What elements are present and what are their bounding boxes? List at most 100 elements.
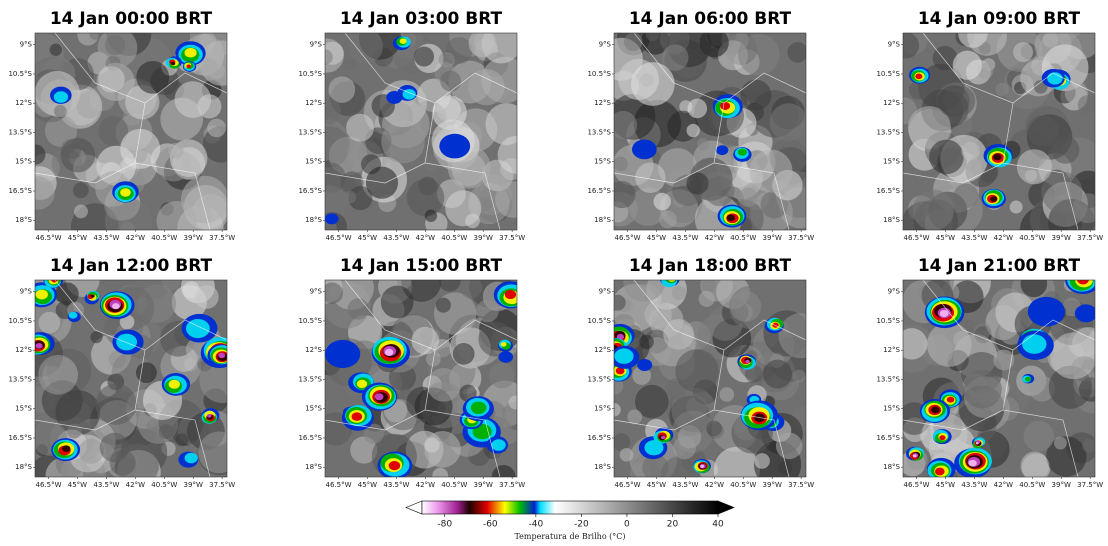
lon-tick-label: 39°W	[474, 234, 493, 242]
cloud	[614, 156, 628, 172]
lat-tick-label: 15°S	[305, 405, 322, 413]
storm	[171, 61, 176, 66]
storm	[946, 396, 955, 403]
lon-tick-label: 42°W	[416, 234, 435, 242]
storm	[968, 459, 977, 467]
storm	[325, 339, 361, 369]
map-frame	[902, 32, 1096, 231]
cloud	[995, 82, 1009, 97]
cloud	[90, 331, 103, 344]
map-frame	[902, 279, 1096, 478]
cloud	[675, 349, 719, 393]
cloud	[1072, 193, 1095, 224]
storm	[939, 310, 949, 318]
cloud	[207, 118, 226, 138]
lat-tick-label: 12°S	[883, 99, 900, 107]
lon-tick-label: 45°W	[358, 481, 377, 489]
lon-tick-label: 42°W	[705, 234, 724, 242]
colorbar	[421, 500, 719, 515]
cloud	[348, 186, 373, 211]
lon-tick-label: 43.5°W	[672, 481, 698, 489]
lon-tick-label: 43.5°W	[961, 234, 987, 242]
cloud	[347, 298, 370, 320]
lon-tick-label: 39°W	[1052, 481, 1071, 489]
cloud	[325, 119, 349, 161]
cloud	[380, 285, 414, 319]
cloud	[701, 280, 717, 293]
cloud	[719, 387, 735, 402]
cloud	[687, 98, 708, 119]
cloud	[119, 314, 135, 330]
storm	[615, 367, 625, 375]
cloud	[1028, 375, 1055, 402]
cloud	[440, 70, 462, 92]
lon-tick-label: 46.5°W	[35, 234, 61, 242]
cloud	[673, 436, 697, 460]
lat-tick-label: 9°S	[888, 41, 901, 49]
storm	[325, 213, 339, 225]
cloud	[635, 162, 666, 193]
storm	[1077, 280, 1089, 285]
cloud	[325, 49, 333, 65]
lon-tick-label: 39°W	[474, 481, 493, 489]
lon-tick-label: 46.5°W	[35, 481, 61, 489]
lat-tick-label: 10.5°S	[298, 317, 322, 325]
lon-tick-label: 43.5°W	[93, 234, 119, 242]
lon-tick-label: 39°W	[184, 234, 203, 242]
cloud	[614, 180, 636, 209]
lon-tick-label: 40.5°W	[151, 234, 177, 242]
cloud	[1082, 438, 1095, 453]
cloud	[175, 433, 189, 447]
storm	[491, 439, 506, 451]
storm	[720, 101, 731, 110]
colorbar-tick-label: 20	[667, 520, 679, 530]
lon-tick-label: 40.5°W	[151, 481, 177, 489]
lat-tick-label: 12°S	[594, 99, 611, 107]
cloud	[962, 369, 1002, 409]
cloud	[49, 43, 62, 56]
cloud	[614, 294, 626, 311]
storm	[975, 442, 979, 445]
lon-tick-label: 45°W	[68, 481, 87, 489]
cloud	[728, 285, 773, 330]
lon-tick-label: 42°W	[416, 481, 435, 489]
colorbar-tick-label: -40	[528, 520, 543, 530]
cloud	[787, 42, 806, 63]
lat-tick-label: 9°S	[599, 288, 612, 296]
cloud	[426, 367, 461, 402]
lat-tick-label: 15°S	[15, 405, 32, 413]
storm	[53, 91, 69, 103]
lat-tick-label: 18°S	[15, 216, 32, 224]
cloud	[1016, 149, 1052, 185]
cloud	[35, 176, 55, 210]
lon-tick-label: 42°W	[126, 234, 145, 242]
lat-tick-label: 13.5°S	[876, 128, 900, 136]
cloud	[903, 33, 920, 59]
lat-tick-label: 10.5°S	[876, 317, 900, 325]
lat-tick-label: 13.5°S	[8, 128, 32, 136]
borders	[903, 280, 1095, 477]
lon-tick-label: 37.5°W	[209, 234, 235, 242]
lat-tick-label: 16.5°S	[587, 187, 611, 195]
cloud	[958, 33, 988, 48]
lat-tick-label: 12°S	[594, 346, 611, 354]
cloud	[778, 313, 806, 359]
lon-tick-label: 39°W	[763, 481, 782, 489]
colorbar-tick-label: -20	[574, 520, 589, 530]
lat-tick-label: 10.5°S	[876, 70, 900, 78]
cloud	[614, 110, 638, 139]
lon-tick-label: 42°W	[994, 234, 1013, 242]
cloud	[660, 456, 700, 477]
lat-tick-label: 18°S	[15, 463, 32, 471]
storm	[186, 64, 191, 69]
cloud	[325, 38, 344, 73]
lat-tick-label: 15°S	[305, 158, 322, 166]
lon-tick-label: 39°W	[763, 234, 782, 242]
colorbar-tick-label: -80	[437, 520, 452, 530]
storm	[112, 303, 120, 310]
lon-tick-label: 45°W	[647, 481, 666, 489]
map-frame	[324, 32, 518, 231]
lon-tick-label: 46.5°W	[614, 234, 640, 242]
lat-tick-label: 16.5°S	[298, 187, 322, 195]
lon-tick-label: 40.5°W	[1019, 481, 1045, 489]
